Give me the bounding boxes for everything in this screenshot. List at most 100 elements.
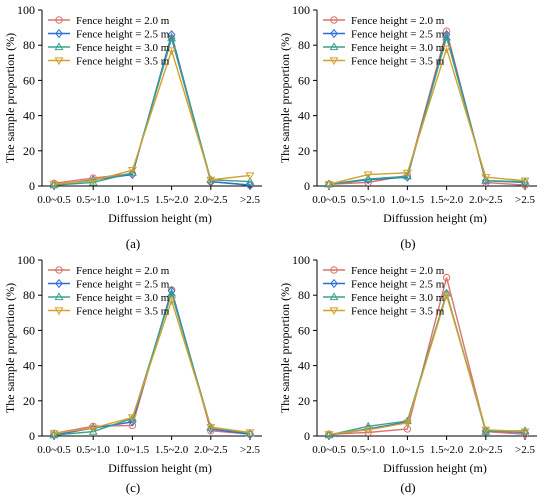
legend-marker bbox=[330, 16, 338, 24]
legend-marker bbox=[329, 42, 339, 51]
legend-entry: Fence height = 2.0 m bbox=[351, 265, 445, 277]
legend-entry: Fence height = 3.5 m bbox=[351, 56, 445, 68]
y-axis-label: The sample proportion (%) bbox=[3, 33, 17, 163]
axes-frame bbox=[316, 10, 537, 187]
y-tick-label: 40 bbox=[298, 109, 310, 123]
data-point bbox=[167, 288, 177, 297]
x-tick-label: 0.5~1.0 bbox=[351, 194, 385, 206]
y-tick-label: 60 bbox=[298, 73, 310, 87]
x-tick-label: 1.0~1.5 bbox=[116, 444, 150, 456]
legend-marker bbox=[54, 57, 64, 66]
data-point bbox=[481, 174, 491, 182]
data-point bbox=[402, 171, 412, 180]
y-tick-label: 0 bbox=[29, 179, 35, 193]
legend-entry: Fence height = 3.0 m bbox=[76, 292, 170, 304]
x-tick-label: 1.5~2.0 bbox=[430, 194, 464, 206]
data-point bbox=[442, 292, 452, 300]
x-tick-label: 0.0~0.5 bbox=[37, 444, 71, 456]
y-tick-label: 80 bbox=[23, 288, 35, 302]
x-tick-label: 1.0~1.5 bbox=[391, 194, 425, 206]
data-point bbox=[206, 176, 216, 185]
legend-entry: Fence height = 2.5 m bbox=[351, 29, 445, 41]
y-tick-label: 20 bbox=[23, 144, 35, 158]
x-axis-label: Diffussion height (m) bbox=[383, 211, 487, 225]
y-axis-label: The sample proportion (%) bbox=[278, 33, 292, 163]
x-tick-label: 2.0~2.5 bbox=[194, 194, 228, 206]
data-point bbox=[402, 419, 412, 428]
series-4 bbox=[49, 47, 255, 189]
legend-marker bbox=[55, 28, 63, 39]
series-line bbox=[53, 35, 251, 186]
data-point bbox=[520, 428, 530, 437]
legend-marker bbox=[55, 278, 63, 289]
data-point bbox=[206, 424, 216, 432]
x-tick-label: 0.0~0.5 bbox=[37, 194, 71, 206]
legend-marker bbox=[54, 292, 64, 301]
x-tick-label: 0.0~0.5 bbox=[312, 194, 346, 206]
chart-panel-c: 0 20 40 60 80 100 0.0~0.5 0.5~1.0 1.0~1.5 1.5~2.0… bbox=[3, 253, 262, 475]
data-point bbox=[442, 273, 451, 282]
legend-marker bbox=[54, 42, 64, 51]
data-point bbox=[245, 172, 255, 181]
x-tick-label: 2.0~2.5 bbox=[469, 444, 503, 456]
panel-label: (a) bbox=[125, 236, 141, 251]
y-tick-label: 60 bbox=[23, 73, 35, 87]
legend-marker bbox=[329, 307, 339, 316]
data-point bbox=[481, 426, 491, 435]
data-point bbox=[167, 297, 177, 306]
y-axis-label: The sample proportion (%) bbox=[278, 283, 292, 413]
series-4 bbox=[324, 45, 530, 189]
legend-entry: Fence height = 2.5 m bbox=[76, 29, 170, 41]
x-tick-label: >2.5 bbox=[515, 194, 535, 206]
data-point bbox=[49, 430, 59, 438]
y-tick-label: 40 bbox=[23, 109, 35, 123]
data-point bbox=[88, 177, 98, 186]
axes-frame bbox=[41, 260, 262, 437]
y-tick-label: 20 bbox=[298, 394, 310, 408]
legend-entry: Fence height = 3.0 m bbox=[351, 42, 445, 54]
data-point bbox=[363, 171, 373, 180]
data-point bbox=[206, 422, 216, 431]
x-axis-label: Diffussion height (m) bbox=[383, 461, 487, 475]
x-tick-label: 2.0~2.5 bbox=[194, 444, 228, 456]
series-line bbox=[328, 46, 526, 185]
series-line bbox=[53, 48, 251, 185]
data-point bbox=[49, 181, 59, 189]
legend-entry: Fence height = 2.0 m bbox=[351, 15, 445, 27]
legend-entry: Fence height = 3.5 m bbox=[76, 306, 170, 318]
legend-entry: Fence height = 3.0 m bbox=[351, 292, 445, 304]
legend-marker bbox=[329, 57, 339, 66]
data-point bbox=[127, 167, 137, 175]
x-tick-label: 2.0~2.5 bbox=[469, 194, 503, 206]
data-point bbox=[245, 429, 255, 438]
x-tick-label: 0.5~1.0 bbox=[76, 444, 110, 456]
data-point bbox=[363, 174, 373, 183]
x-tick-label: >2.5 bbox=[240, 444, 260, 456]
data-point bbox=[520, 426, 530, 434]
y-tick-label: 0 bbox=[304, 179, 310, 193]
legend-marker bbox=[330, 266, 338, 274]
axes-frame bbox=[316, 260, 537, 437]
data-point bbox=[167, 33, 177, 42]
y-tick-label: 80 bbox=[298, 288, 310, 302]
x-tick-label: 1.5~2.0 bbox=[430, 444, 464, 456]
panel-label: (d) bbox=[400, 480, 416, 495]
series-line bbox=[328, 34, 526, 185]
y-tick-label: 60 bbox=[23, 323, 35, 337]
x-axis-label: Diffussion height (m) bbox=[108, 461, 212, 475]
legend: Fence height = 2.0 m Fence height = 2.5 m… bbox=[323, 15, 445, 68]
x-tick-label: 0.0~0.5 bbox=[312, 444, 346, 456]
legend-entry: Fence height = 2.5 m bbox=[351, 279, 445, 291]
y-tick-label: 40 bbox=[23, 359, 35, 373]
data-point bbox=[520, 177, 530, 186]
y-tick-label: 60 bbox=[298, 323, 310, 337]
data-point bbox=[481, 176, 490, 186]
axes-frame bbox=[41, 10, 262, 187]
data-point bbox=[363, 426, 373, 435]
legend-entry: Fence height = 2.5 m bbox=[76, 279, 170, 291]
legend-entry: Fence height = 2.0 m bbox=[76, 265, 170, 277]
x-tick-label: >2.5 bbox=[240, 194, 260, 206]
x-tick-label: 1.5~2.0 bbox=[155, 194, 189, 206]
x-axis-label: Diffussion height (m) bbox=[108, 211, 212, 225]
